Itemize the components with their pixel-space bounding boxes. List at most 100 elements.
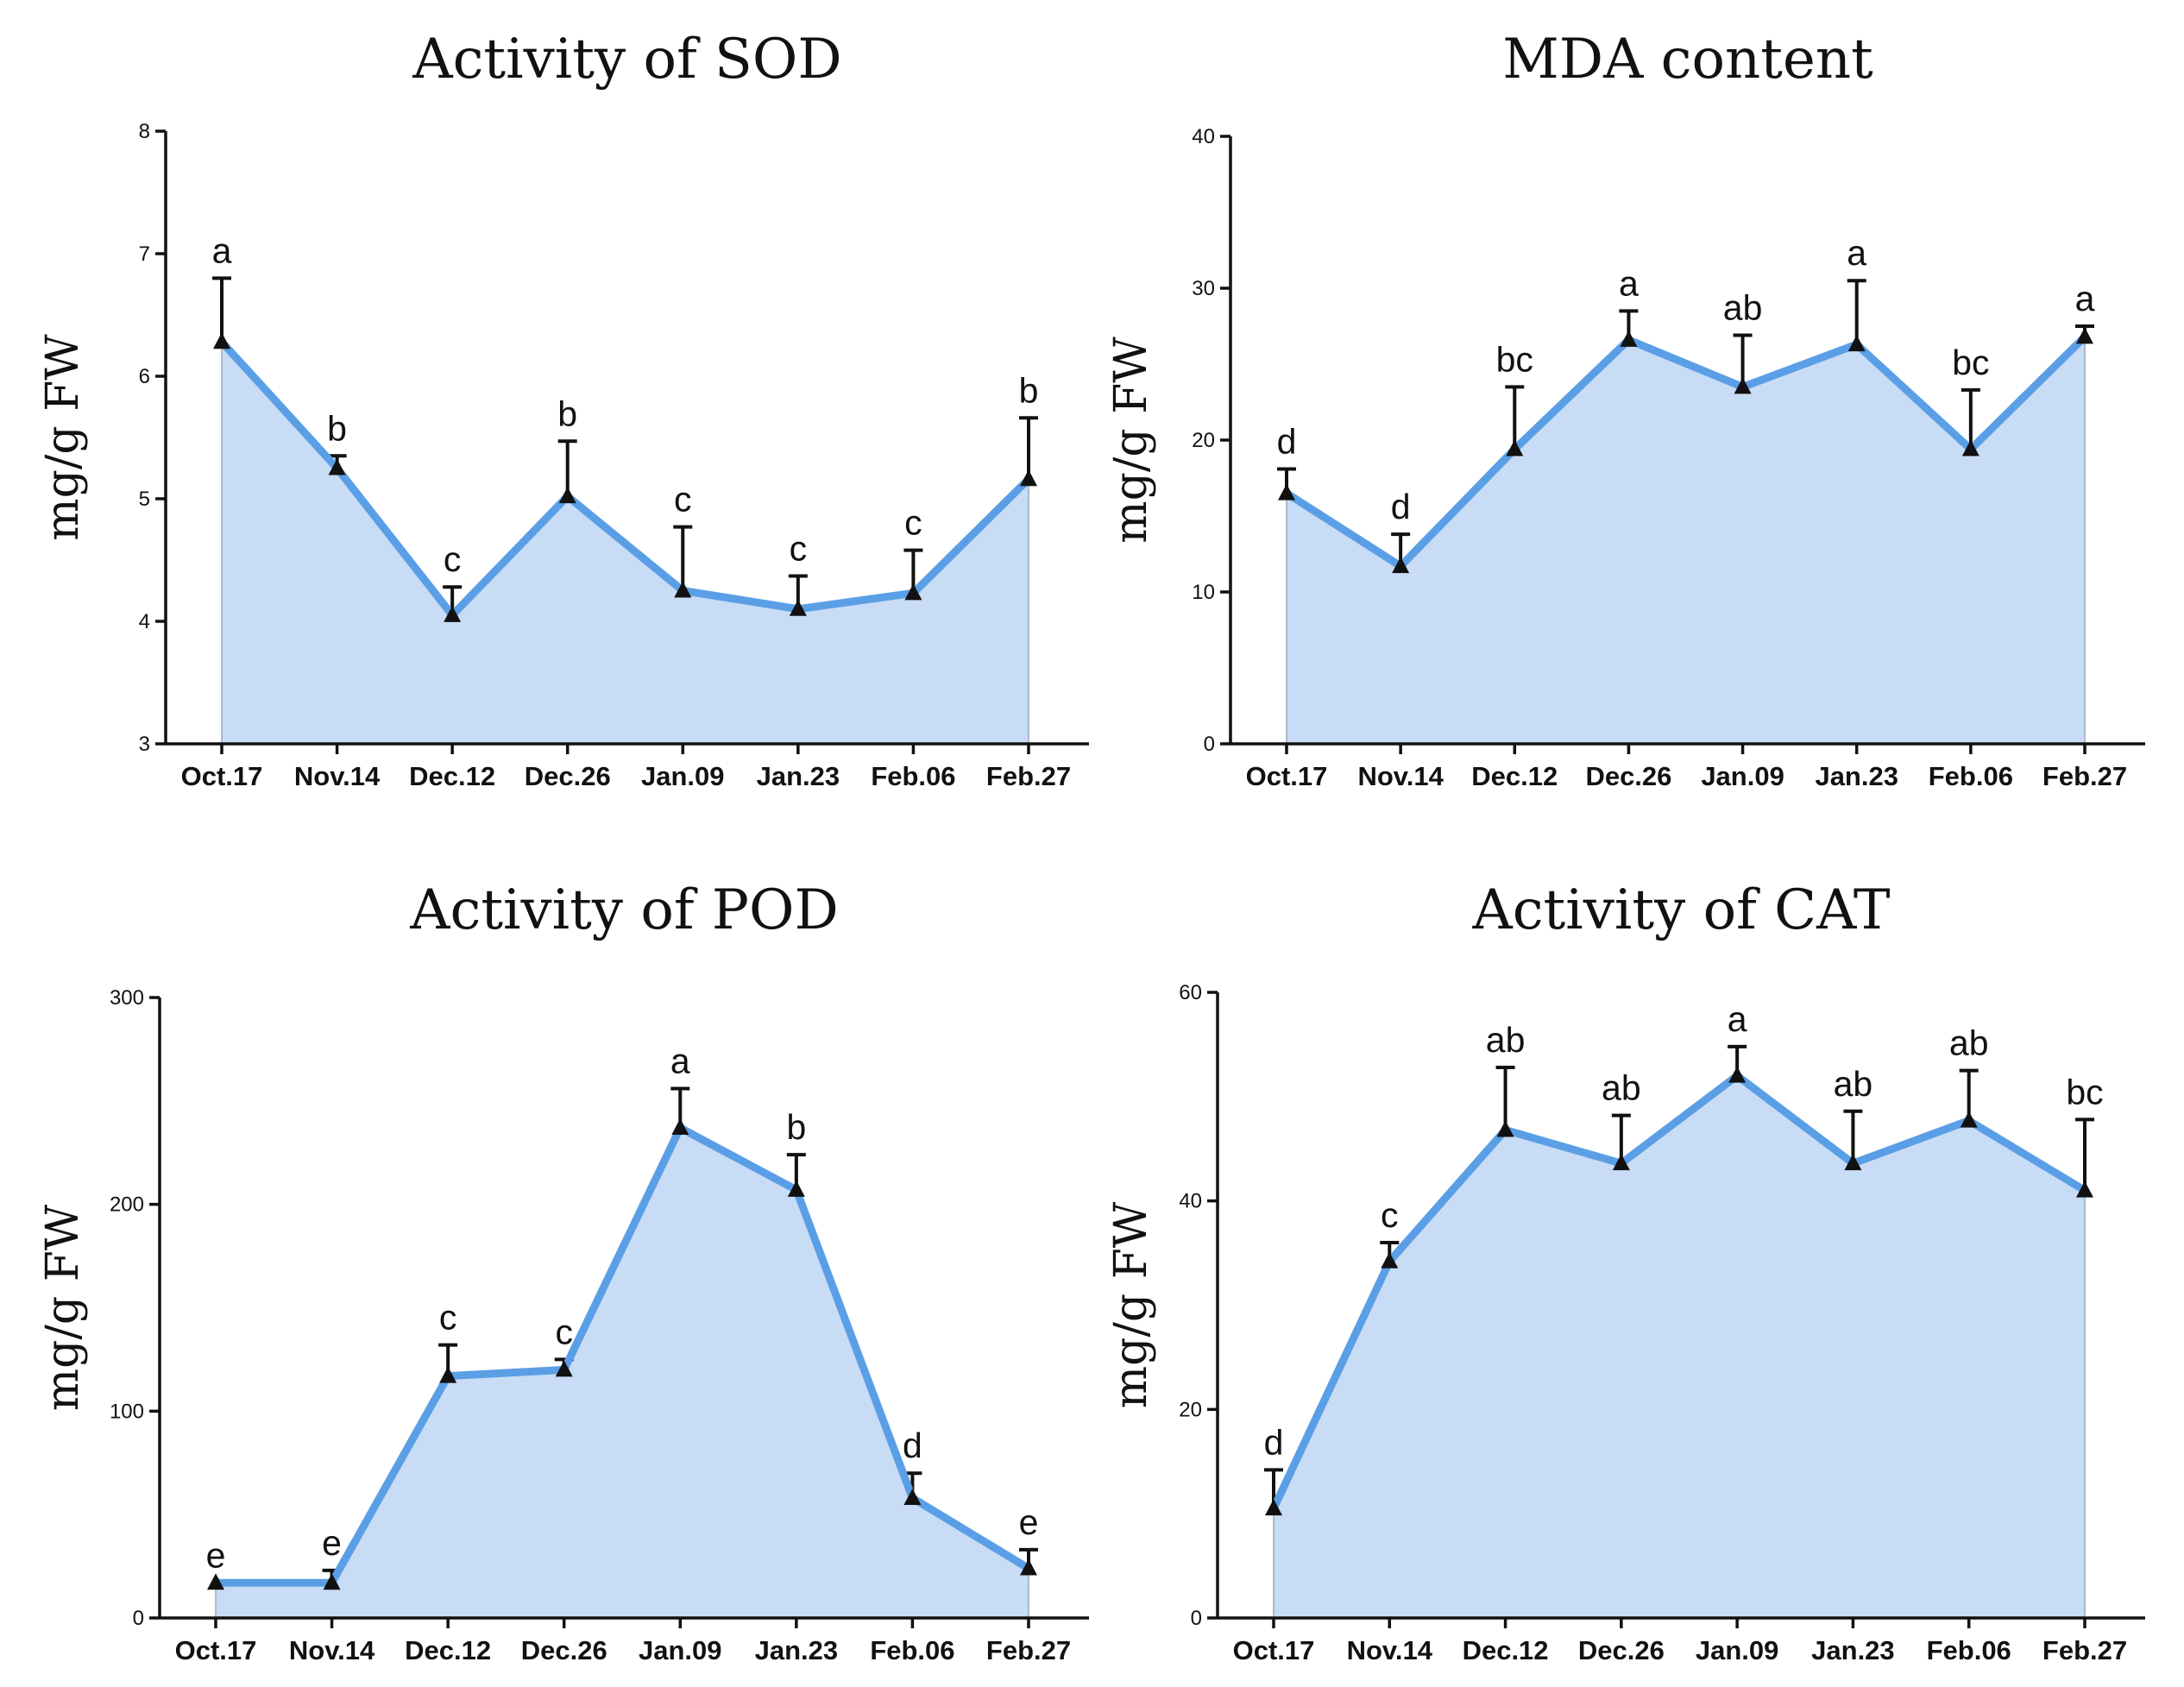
series-line — [1269, 1072, 2087, 1511]
data-point-marker — [555, 1360, 573, 1377]
chart-svg: Activity of POD mg/g FW e e c c a b d e 0 100 200 300… — [37, 878, 1089, 1665]
y-tick-label: 0 — [1204, 733, 1215, 756]
significance-letter: c — [790, 528, 808, 568]
data-point-marker — [789, 599, 807, 616]
x-tick-label: Dec.26 — [1578, 1635, 1665, 1665]
x-tick-label: Dec.12 — [409, 761, 495, 791]
x-tick-label: Feb.06 — [871, 761, 955, 791]
y-tick-label: 20 — [1192, 429, 1215, 452]
significance-letter: e — [1019, 1502, 1039, 1542]
data-point-marker — [1506, 439, 1524, 456]
data-point-marker — [671, 1117, 689, 1135]
data-point-marker — [1728, 1066, 1747, 1083]
data-point-marker — [1496, 1120, 1514, 1137]
x-tick-label: Dec.12 — [1463, 1635, 1549, 1665]
x-tick-label: Feb.27 — [2042, 1635, 2127, 1665]
y-tick-label: 40 — [1179, 1190, 1202, 1213]
x-tick-label: Jan.09 — [1701, 761, 1784, 791]
data-point-marker — [1620, 330, 1638, 347]
data-point-marker — [323, 1573, 341, 1590]
significance-letter: ab — [1949, 1023, 1989, 1063]
y-tick-label: 0 — [1191, 1607, 1202, 1630]
data-point-marker — [1844, 1154, 1862, 1171]
significance-letter: b — [1019, 370, 1039, 410]
y-tick-label: 300 — [110, 986, 144, 1010]
area-fill — [1274, 1075, 2085, 1618]
significance-letter: ab — [1723, 288, 1763, 328]
significance-letter: c — [555, 1312, 573, 1351]
data-point-marker — [1612, 1154, 1630, 1171]
x-tick-label: Dec.12 — [405, 1635, 491, 1665]
x-tick-label: Jan.09 — [639, 1635, 722, 1665]
chart-title: MDA content — [1502, 28, 1873, 91]
significance-letter: ab — [1834, 1064, 1873, 1104]
x-tick-label: Jan.09 — [1696, 1635, 1779, 1665]
y-tick-label: 60 — [1179, 981, 1202, 1004]
series-line — [218, 339, 1032, 620]
series-line — [1284, 334, 2088, 570]
significance-letter: e — [322, 1523, 342, 1563]
significance-letter: c — [439, 1298, 457, 1338]
area-fill — [216, 1127, 1029, 1618]
y-axis-label: mg/g FW — [37, 1204, 89, 1411]
x-tick-label: Feb.06 — [1929, 761, 2013, 791]
data-point-marker — [1381, 1251, 1399, 1268]
y-axis-label: mg/g FW — [1105, 1201, 1157, 1408]
y-tick-label: 20 — [1179, 1398, 1202, 1421]
x-tick-label: Dec.26 — [525, 761, 611, 791]
significance-letter: e — [206, 1535, 226, 1575]
x-tick-label: Oct.17 — [181, 761, 263, 791]
y-tick-label: 10 — [1192, 581, 1215, 604]
significance-letter: a — [1619, 263, 1639, 303]
y-tick-label: 6 — [139, 365, 150, 388]
data-point-marker — [328, 458, 346, 475]
data-point-marker — [2076, 327, 2093, 344]
chart-svg: MDA content mg/g FW d d bc a ab a bc a 0 10 20 30 40 Oc… — [1105, 28, 2145, 791]
data-point-marker — [1960, 1111, 1978, 1128]
x-tick-label: Nov.14 — [1347, 1635, 1433, 1665]
x-tick-label: Oct.17 — [1233, 1635, 1315, 1665]
significance-letter: bc — [1496, 339, 1533, 379]
data-point-marker — [1961, 439, 1979, 456]
x-tick-label: Feb.27 — [986, 761, 1071, 791]
x-tick-label: Feb.27 — [2042, 761, 2127, 791]
x-tick-label: Dec.26 — [521, 1635, 607, 1665]
data-point-marker — [1278, 483, 1295, 500]
data-point-marker — [558, 487, 576, 504]
data-point-marker — [1020, 469, 1037, 487]
data-point-marker — [904, 583, 922, 601]
chart-panel-pod: Activity of POD mg/g FW e e c c a b d e 0 100 200 300… — [0, 844, 1092, 1687]
significance-letter: bc — [2066, 1072, 2103, 1111]
significance-letter: ab — [1486, 1020, 1526, 1060]
y-tick-label: 5 — [139, 488, 150, 511]
significance-letter: d — [1264, 1422, 1284, 1462]
significance-letter: c — [674, 480, 692, 519]
y-tick-label: 40 — [1192, 125, 1215, 148]
y-tick-label: 4 — [139, 610, 150, 633]
significance-letter: b — [327, 408, 347, 448]
chart-title: Activity of CAT — [1471, 878, 1890, 942]
x-tick-label: Nov.14 — [289, 1635, 375, 1665]
y-tick-label: 0 — [133, 1607, 144, 1630]
x-tick-label: Jan.09 — [641, 761, 725, 791]
x-tick-label: Dec.26 — [1585, 761, 1671, 791]
data-point-marker — [439, 1366, 457, 1383]
y-tick-label: 8 — [139, 120, 150, 143]
x-tick-label: Feb.06 — [870, 1635, 954, 1665]
area-fill — [222, 342, 1029, 744]
chart-title: Activity of SOD — [412, 28, 841, 91]
data-point-marker — [787, 1180, 805, 1197]
series-line — [216, 1124, 1031, 1587]
data-point-marker — [444, 605, 462, 622]
significance-letter: d — [1277, 421, 1297, 461]
significance-letter: ab — [1602, 1068, 1641, 1108]
y-tick-label: 3 — [139, 733, 150, 756]
x-tick-label: Feb.06 — [1927, 1635, 2011, 1665]
significance-letter: b — [557, 393, 577, 433]
chart-svg: Activity of CAT mg/g FW d c ab ab a ab ab bc 0 20 40… — [1105, 878, 2145, 1665]
data-point-marker — [1847, 335, 1866, 352]
y-axis-label: mg/g FW — [1105, 337, 1157, 544]
x-tick-label: Jan.23 — [1815, 761, 1898, 791]
significance-letter: c — [904, 503, 922, 543]
significance-letter: a — [1847, 233, 1866, 273]
